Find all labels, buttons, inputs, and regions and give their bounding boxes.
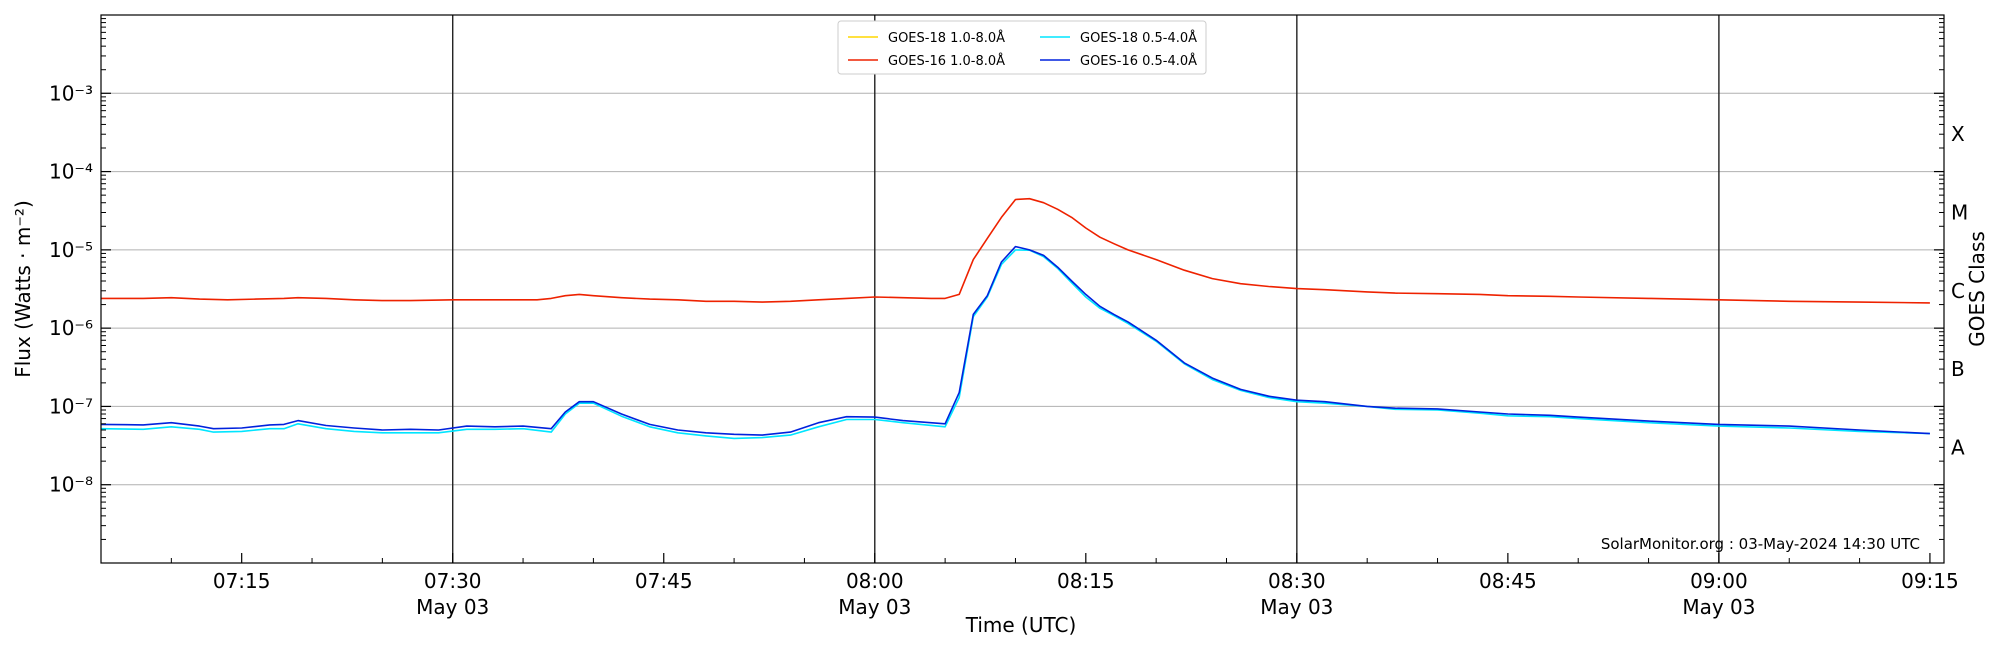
goes-class-a: A — [1951, 435, 1965, 459]
y-tick-label: 10⁻⁶ — [49, 316, 93, 340]
x-tick-label: 07:15 — [213, 569, 271, 593]
legend-label-4: GOES-16 0.5-4.0Å — [1080, 53, 1197, 69]
right-axis-title: GOES Class — [1965, 231, 1989, 347]
series-line-2 — [101, 197, 1930, 304]
series-line-3 — [100, 249, 1930, 440]
x-tick-date-label: May 03 — [1260, 595, 1333, 619]
legend: GOES-18 1.0-8.0Å GOES-16 1.0-8.0Å GOES-18 … — [837, 20, 1207, 75]
goes-class-labels: A B C M X — [1951, 122, 1968, 459]
y-tick-label: 10⁻³ — [49, 81, 93, 105]
credit-text: SolarMonitor.org : 03-May-2024 14:30 UTC — [1601, 535, 1920, 553]
goes-class-c: C — [1951, 279, 1965, 303]
legend-label-1: GOES-18 1.0-8.0Å — [888, 30, 1005, 46]
x-tick-label: 08:00 — [846, 569, 904, 593]
x-tick-date-label: May 03 — [416, 595, 489, 619]
x-tick-label: 08:45 — [1479, 569, 1537, 593]
y-axis-title: Flux (Watts · m⁻²) — [11, 200, 35, 378]
goes-class-m: M — [1951, 201, 1968, 225]
y-tick-label: 10⁻⁷ — [49, 394, 93, 418]
series-line-4 — [100, 245, 1930, 436]
x-tick-label: 08:15 — [1057, 569, 1115, 593]
x-tick-label: 07:30 — [424, 569, 482, 593]
x-tick-label: 09:15 — [1901, 569, 1959, 593]
plot-frame — [100, 14, 1945, 564]
x-tick-label: 09:00 — [1690, 569, 1748, 593]
legend-box — [837, 20, 1207, 75]
goes-class-x: X — [1951, 122, 1965, 146]
x-tick-label: 08:30 — [1268, 569, 1326, 593]
x-tick-date-label: May 03 — [838, 595, 911, 619]
x-tick-date-label: May 03 — [1682, 595, 1755, 619]
x-axis-title: Time (UTC) — [965, 613, 1077, 637]
legend-label-3: GOES-18 0.5-4.0Å — [1080, 30, 1197, 46]
y-axis-ticks: 10⁻⁸ 10⁻⁷ 10⁻⁶ 10⁻⁵ 10⁻⁴ 10⁻³ — [49, 18, 1944, 540]
x-tick-label: 07:45 — [635, 569, 693, 593]
date-marker-lines — [452, 15, 1720, 563]
goes-class-b: B — [1951, 357, 1965, 381]
y-tick-label: 10⁻⁸ — [49, 473, 93, 497]
legend-label-2: GOES-16 1.0-8.0Å — [888, 53, 1005, 69]
horizontal-grid — [101, 92, 1944, 486]
flux-series — [100, 197, 1930, 440]
y-tick-label: 10⁻⁵ — [49, 238, 93, 262]
y-tick-label: 10⁻⁴ — [49, 160, 93, 184]
